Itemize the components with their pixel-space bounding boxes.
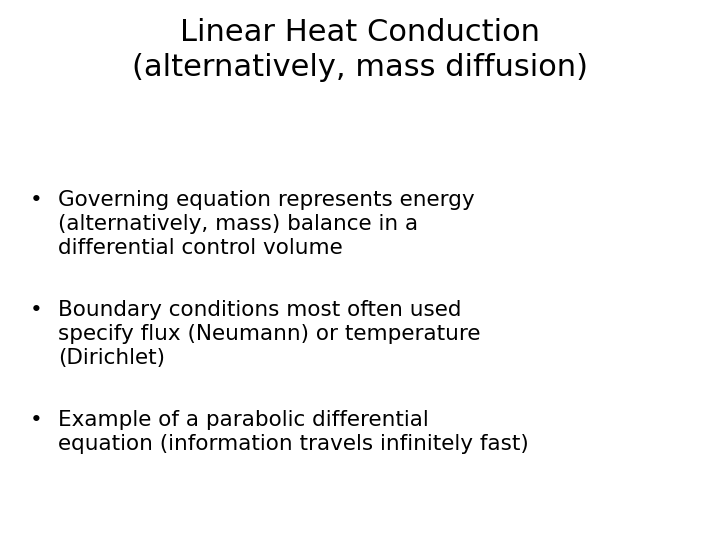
- Text: Example of a parabolic differential
equation (information travels infinitely fas: Example of a parabolic differential equa…: [58, 410, 528, 454]
- Text: Linear Heat Conduction
(alternatively, mass diffusion): Linear Heat Conduction (alternatively, m…: [132, 18, 588, 82]
- Text: •: •: [30, 190, 42, 210]
- Text: •: •: [30, 300, 42, 320]
- Text: •: •: [30, 410, 42, 430]
- Text: Governing equation represents energy
(alternatively, mass) balance in a
differen: Governing equation represents energy (al…: [58, 190, 474, 258]
- Text: Boundary conditions most often used
specify flux (Neumann) or temperature
(Diric: Boundary conditions most often used spec…: [58, 300, 480, 368]
